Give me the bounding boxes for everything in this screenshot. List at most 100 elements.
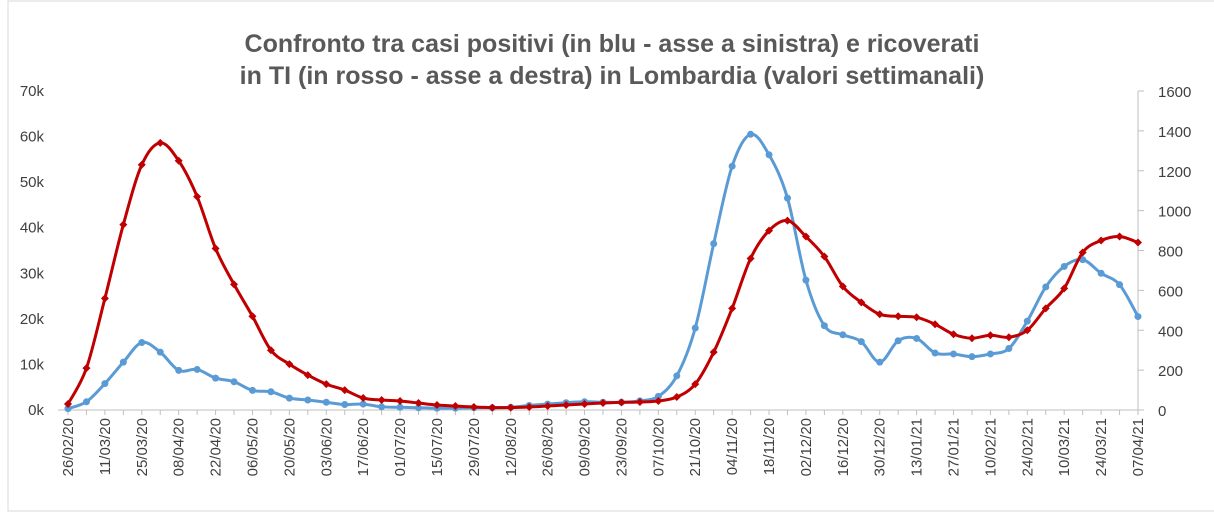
x-tick-label: 20/05/20	[281, 418, 298, 476]
x-tick-label: 30/12/20	[872, 418, 889, 476]
x-tick-label: 07/04/21	[1130, 418, 1147, 476]
point	[396, 397, 405, 406]
x-tick-label: 02/12/20	[798, 418, 815, 476]
x-tick-label: 11/03/20	[97, 418, 114, 475]
point	[304, 396, 312, 404]
point	[193, 192, 202, 201]
point	[488, 403, 497, 412]
point	[820, 252, 829, 261]
point	[1134, 238, 1142, 247]
point	[820, 322, 828, 330]
x-tick-label: 17/06/20	[355, 418, 372, 476]
y-tick-label: 10k	[20, 356, 45, 373]
point	[1078, 248, 1087, 257]
y-tick-label: 0k	[28, 402, 44, 419]
point	[839, 331, 847, 339]
point	[728, 162, 736, 170]
point	[266, 346, 275, 355]
y2-tick-label: 1200	[1158, 164, 1191, 181]
point	[747, 130, 755, 138]
point	[175, 366, 183, 374]
point	[525, 403, 534, 412]
point	[967, 334, 976, 343]
point	[543, 402, 552, 411]
point	[285, 394, 293, 402]
point	[82, 364, 91, 373]
x-tick-label: 06/05/20	[244, 418, 261, 476]
point	[950, 350, 958, 358]
point	[1023, 326, 1032, 335]
point	[857, 338, 865, 346]
point	[359, 400, 367, 408]
point	[654, 392, 662, 400]
x-tick-label: 10/02/21	[982, 418, 999, 476]
point	[838, 282, 847, 291]
point	[894, 312, 903, 321]
y2-tick-label: 0	[1158, 403, 1166, 420]
point	[1134, 313, 1142, 321]
point	[267, 388, 275, 396]
point	[506, 403, 515, 412]
x-tick-label: 15/07/20	[429, 418, 446, 476]
point	[138, 339, 146, 347]
point	[248, 386, 256, 394]
point	[377, 396, 386, 405]
x-tick-label: 04/11/20	[724, 418, 741, 475]
point	[119, 358, 127, 366]
x-tick-label: 01/07/20	[392, 418, 409, 476]
point	[765, 226, 774, 235]
point	[156, 348, 164, 356]
point	[359, 394, 368, 403]
x-tick-label: 27/01/21	[946, 418, 963, 476]
point	[913, 334, 921, 342]
point	[322, 380, 331, 389]
x-tick-label: 29/07/20	[466, 418, 483, 476]
x-tick-label: 24/03/21	[1093, 418, 1110, 476]
point	[876, 358, 884, 366]
x-tick-label: 18/11/20	[761, 418, 778, 475]
x-tick-label: 08/04/20	[171, 418, 188, 476]
point	[801, 232, 810, 241]
point	[580, 400, 589, 409]
point	[230, 280, 239, 289]
point	[451, 402, 460, 411]
point	[101, 380, 109, 388]
point	[230, 378, 238, 386]
x-tick-label: 09/09/20	[577, 418, 594, 476]
y-tick-label: 70k	[20, 83, 45, 100]
y-tick-label: 60k	[20, 129, 45, 146]
point	[415, 404, 423, 412]
point	[931, 349, 939, 357]
point	[691, 324, 699, 332]
y2-tick-label: 200	[1158, 363, 1183, 380]
point	[912, 313, 921, 322]
y-tick-label: 20k	[20, 311, 45, 328]
x-tick-label: 26/08/20	[540, 418, 557, 476]
point	[857, 298, 866, 307]
point	[378, 403, 386, 411]
point	[193, 365, 201, 373]
y-tick-label: 30k	[20, 265, 45, 282]
point	[414, 399, 423, 408]
point	[322, 398, 330, 406]
x-tick-label: 16/12/20	[835, 418, 852, 476]
y-tick-label: 50k	[20, 174, 45, 191]
y2-tick-label: 400	[1158, 323, 1183, 340]
point	[986, 350, 994, 358]
series-line	[66, 141, 1139, 410]
x-tick-label: 07/10/20	[650, 418, 667, 476]
point	[137, 160, 146, 169]
point	[64, 405, 72, 413]
point	[949, 330, 958, 339]
point	[802, 276, 810, 284]
point	[968, 353, 976, 361]
x-tick-label: 22/04/20	[208, 418, 225, 476]
point	[396, 403, 404, 411]
point	[728, 304, 737, 313]
point	[746, 254, 755, 263]
point	[64, 400, 72, 409]
point	[875, 310, 884, 319]
point	[285, 360, 294, 369]
point	[783, 216, 792, 225]
